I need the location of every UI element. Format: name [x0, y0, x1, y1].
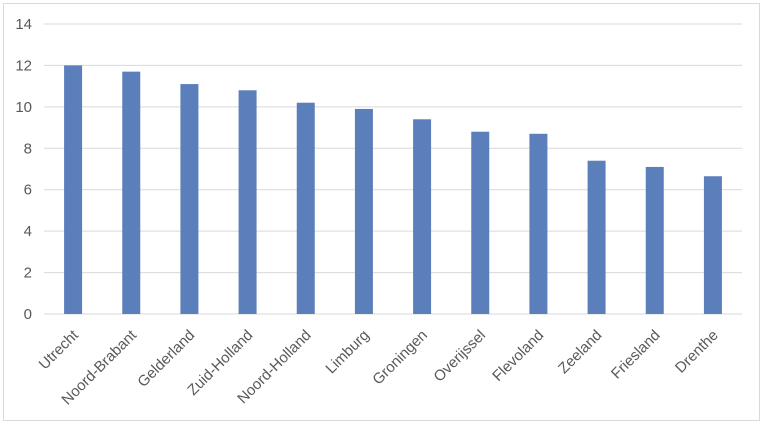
- bar-drenthe: [703, 176, 722, 314]
- y-tick-label: 10: [15, 99, 32, 116]
- x-tick-label: Overijssel: [430, 327, 489, 386]
- y-tick-label: 6: [24, 182, 32, 199]
- bar-flevoland: [529, 133, 548, 314]
- bar-gelderland: [180, 84, 199, 314]
- x-tick-label: Zeeland: [555, 327, 605, 377]
- x-tick-label: Groningen: [369, 327, 431, 389]
- bar-limburg: [354, 108, 373, 314]
- bar-utrecht: [64, 65, 83, 314]
- bar-zuid-holland: [238, 90, 257, 315]
- x-tick-label: Drenthe: [672, 327, 722, 377]
- x-tick-label: Friesland: [608, 327, 664, 383]
- y-tick-label: 14: [15, 16, 32, 33]
- y-tick-label: 2: [24, 265, 32, 282]
- y-tick-label: 12: [15, 57, 32, 74]
- bar-zeeland: [587, 160, 606, 314]
- x-tick-label: Flevoland: [489, 327, 547, 385]
- y-tick-label: 8: [24, 140, 32, 157]
- y-tick-label: 0: [24, 306, 32, 323]
- bar-groningen: [413, 119, 432, 315]
- x-tick-label: Gelderland: [134, 327, 198, 391]
- bar-noord-brabant: [122, 71, 141, 315]
- x-tick-label: Limburg: [322, 327, 372, 377]
- bar-noord-holland: [296, 102, 315, 314]
- y-tick-label: 4: [24, 223, 32, 240]
- bar-friesland: [645, 166, 664, 314]
- x-tick-label: Utrecht: [36, 326, 83, 373]
- bar-overijssel: [471, 131, 490, 314]
